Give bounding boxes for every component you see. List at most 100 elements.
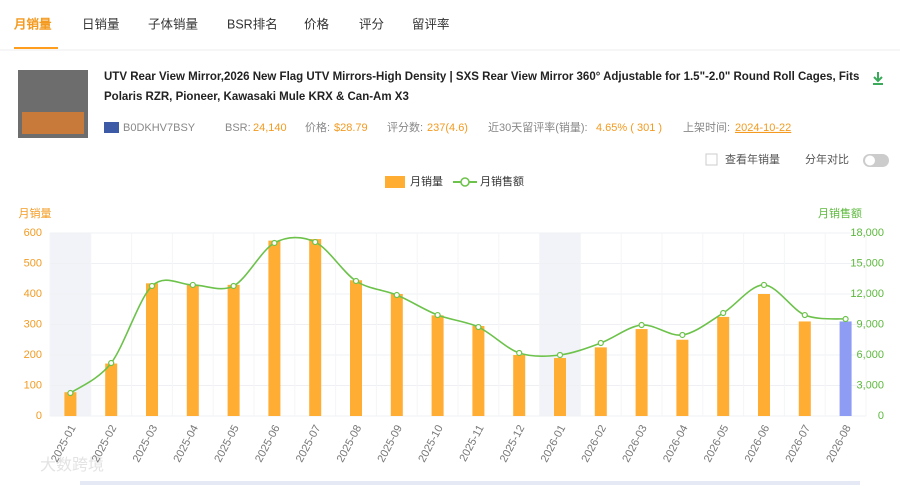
tab[interactable]: BSR排名 bbox=[227, 16, 278, 31]
line-point bbox=[638, 321, 645, 329]
review-rate-label: 近30天留评率(销量): bbox=[488, 120, 588, 134]
x-tick-label: 2025-10 bbox=[416, 423, 446, 464]
listed-date: 2024-10-22 bbox=[735, 122, 791, 134]
x-tick-label: 2026-02 bbox=[579, 423, 609, 464]
listed-label: 上架时间: bbox=[683, 121, 730, 134]
bar bbox=[268, 240, 281, 416]
tab[interactable]: 留评率 bbox=[412, 16, 450, 31]
x-tick-label: 2025-07 bbox=[294, 423, 324, 464]
review-rate: 4.65% ( 301 ) bbox=[596, 122, 662, 134]
x-tick-label: 2025-04 bbox=[171, 423, 201, 464]
y-tick-label: 400 bbox=[24, 288, 42, 300]
bar bbox=[839, 321, 852, 416]
y-tick-label: 0 bbox=[36, 410, 42, 422]
x-tick-label: 2026-03 bbox=[620, 423, 650, 464]
bar bbox=[635, 329, 648, 416]
x-tick-label: 2026-08 bbox=[824, 423, 854, 464]
line-point bbox=[842, 315, 849, 323]
product-image-detail bbox=[22, 112, 84, 134]
y-tick-label: 500 bbox=[24, 257, 42, 269]
bar bbox=[390, 294, 403, 416]
y2-tick-label: 0 bbox=[878, 410, 884, 422]
y2-tick-label: 6,000 bbox=[856, 349, 884, 361]
y2-tick-label: 18,000 bbox=[850, 227, 884, 239]
x-tick-label: 2025-02 bbox=[90, 423, 120, 464]
bar bbox=[554, 358, 566, 416]
line-point bbox=[352, 277, 360, 285]
legend-swatch bbox=[460, 177, 470, 187]
bsr: 24,140 bbox=[253, 122, 287, 134]
bar bbox=[186, 284, 199, 416]
x-tick-label: 2025-11 bbox=[457, 423, 486, 464]
legend-label[interactable]: 月销售额 bbox=[480, 174, 524, 188]
line-point bbox=[556, 351, 564, 359]
x-tick-label: 2025-06 bbox=[253, 423, 283, 464]
line-point bbox=[393, 291, 400, 299]
checkbox[interactable] bbox=[705, 153, 718, 166]
x-tick-label: 2025-12 bbox=[498, 423, 528, 464]
y2-tick-label: 9,000 bbox=[856, 318, 884, 330]
line-point bbox=[679, 331, 686, 339]
x-tick-label: 2026-04 bbox=[661, 423, 691, 464]
legend-label[interactable]: 月销量 bbox=[410, 174, 443, 188]
bar bbox=[105, 363, 118, 416]
tab[interactable]: 评分 bbox=[359, 17, 384, 31]
line-point bbox=[760, 281, 768, 289]
scrollbar[interactable] bbox=[80, 481, 860, 485]
y2-axis-title: 月销售额 bbox=[818, 206, 862, 220]
bar bbox=[676, 339, 689, 416]
line-point bbox=[67, 389, 74, 397]
line-point bbox=[189, 281, 196, 289]
line-point bbox=[230, 282, 237, 290]
bar bbox=[64, 392, 77, 416]
x-tick-label: 2025-09 bbox=[375, 423, 405, 464]
tab-underline bbox=[14, 47, 58, 49]
bar bbox=[227, 284, 240, 416]
y2-tick-label: 15,000 bbox=[850, 257, 884, 269]
bar bbox=[431, 315, 444, 416]
y2-tick-label: 12,000 bbox=[850, 288, 884, 300]
legend-swatch bbox=[385, 176, 405, 188]
yearly-toggle-label: 查看年销量 bbox=[725, 152, 780, 166]
price-label: 价格: bbox=[305, 120, 330, 134]
tab[interactable]: 日销量 bbox=[82, 17, 120, 31]
tab[interactable]: 子体销量 bbox=[148, 17, 198, 31]
bar bbox=[594, 347, 607, 416]
x-tick-label: 2026-06 bbox=[743, 423, 773, 464]
y-tick-label: 600 bbox=[24, 227, 42, 239]
bar bbox=[472, 326, 485, 416]
x-tick-label: 2025-08 bbox=[335, 423, 365, 464]
line-point bbox=[148, 282, 156, 290]
bar bbox=[758, 294, 770, 416]
watermark: 大数跨境 bbox=[40, 455, 104, 474]
tab[interactable]: 月销量 bbox=[13, 16, 52, 31]
bsr-label: BSR: bbox=[225, 122, 251, 134]
compare-label: 分年对比 bbox=[805, 152, 849, 166]
product-title: UTV Rear View Mirror,2026 New Flag UTV M… bbox=[104, 71, 859, 83]
bar bbox=[146, 283, 158, 416]
bar bbox=[717, 316, 730, 416]
bar bbox=[309, 239, 322, 416]
reviews-label: 评分数: bbox=[387, 121, 423, 134]
line-point bbox=[434, 311, 441, 319]
x-tick-label: 2025-03 bbox=[131, 423, 161, 464]
line-point bbox=[475, 323, 482, 331]
y2-tick-label: 3,000 bbox=[856, 379, 884, 391]
bar bbox=[798, 321, 811, 416]
line-point bbox=[720, 309, 727, 317]
tab[interactable]: 价格 bbox=[304, 16, 330, 31]
y-tick-label: 300 bbox=[24, 318, 42, 330]
line-point bbox=[271, 239, 278, 247]
y-axis-title: 月销量 bbox=[19, 206, 52, 220]
x-tick-label: 2026-07 bbox=[783, 423, 813, 464]
download-icon[interactable] bbox=[873, 72, 883, 85]
asin[interactable]: B0DKHV7BSY bbox=[123, 122, 196, 134]
x-tick-label: 2026-01 bbox=[539, 423, 569, 464]
price: $28.79 bbox=[334, 122, 368, 134]
product-title: Polaris RZR, Pioneer, Kawasaki Mule KRX … bbox=[104, 91, 409, 103]
bar bbox=[513, 355, 526, 416]
y-tick-label: 200 bbox=[24, 349, 42, 361]
switch-knob bbox=[865, 155, 875, 166]
